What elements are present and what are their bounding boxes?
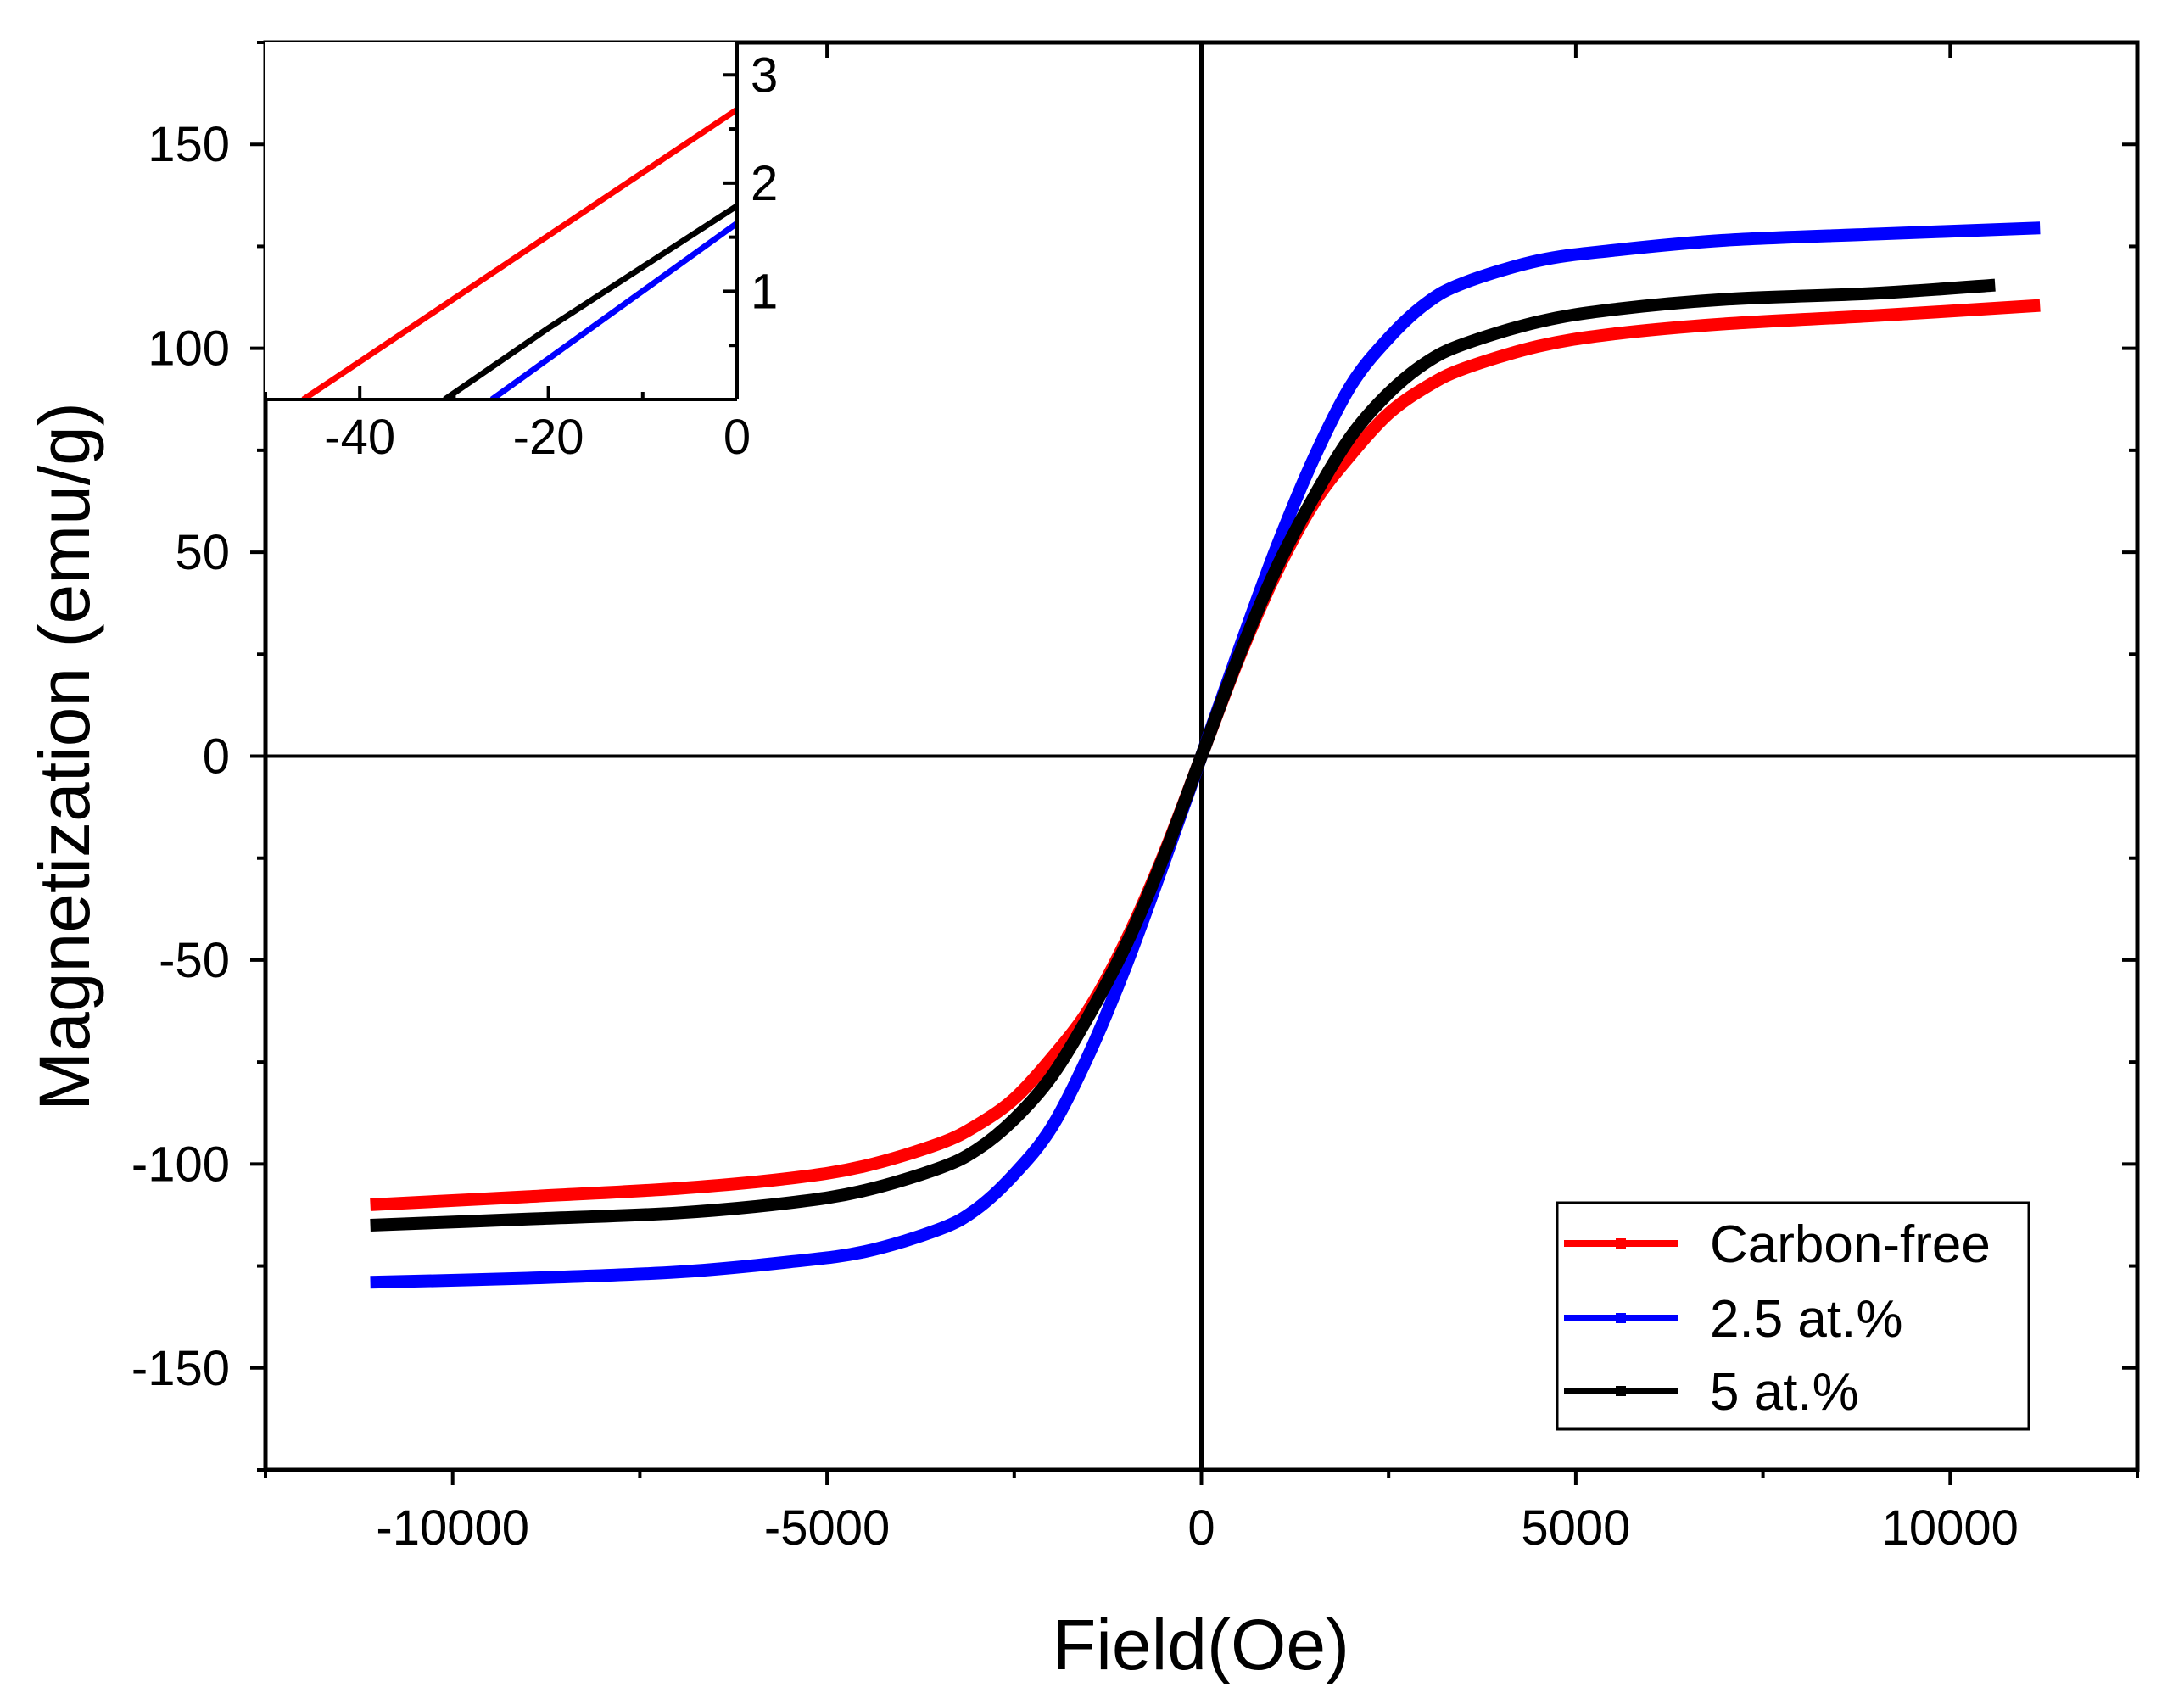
legend-marker-5-at [1616,1386,1626,1396]
series-line-5-at [370,278,1996,1232]
y-tick-label: -50 [159,933,230,988]
inset-x-tick-label: -20 [513,410,584,465]
inset-x-tick-label: -40 [324,410,395,465]
legend-items: Carbon-free 2.5 at.% 5 at.% [1564,1215,1991,1422]
inset-y-tick-label: 2 [751,156,778,211]
x-tick-label: 0 [1187,1500,1215,1556]
inset-y-tick-label: 1 [751,264,778,319]
inset-axis-ticks: -40 -20 0 1 2 3 [264,47,778,465]
x-tick-label: -5000 [764,1500,890,1556]
y-axis-title: Magnetization (emu/g) [25,402,104,1111]
x-tick-label: 10000 [1882,1500,2019,1556]
x-tick-label: -10000 [376,1500,529,1556]
legend-label-carbon-free: Carbon-free [1710,1215,1991,1274]
y-tick-label: 100 [148,321,230,377]
legend-label-5-at: 5 at.% [1710,1363,1859,1422]
inset-series-line-carbon-free [301,107,737,399]
main-series-group [370,221,2041,1289]
inset-series-line-5-at [443,203,737,399]
inset-x-tick-label: 0 [723,410,751,465]
y-tick-label: 50 [175,525,230,580]
inset-y-tick-label: 3 [751,47,778,103]
legend: Carbon-free 2.5 at.% 5 at.% [1556,1201,2030,1431]
y-tick-label: 0 [203,729,230,785]
inset-plot: -40 -20 0 1 2 3 [264,42,778,465]
x-axis-title: Field(Oe) [1053,1605,1349,1684]
inset-series-group [301,107,737,399]
legend-label-2-5-at: 2.5 at.% [1710,1290,1902,1349]
inset-background [265,42,737,399]
y-tick-label: -150 [131,1341,230,1396]
inset-series-line-2-5-at [489,221,737,399]
y-tick-label: 150 [148,117,230,172]
y-tick-label: -100 [131,1137,230,1192]
legend-marker-2-5-at [1616,1313,1626,1323]
main-axis-ticks: -10000 -5000 0 5000 10000-150-100-5005010015… [131,41,2139,1556]
x-tick-label: 5000 [1521,1500,1630,1556]
legend-marker-carbon-free [1616,1238,1626,1249]
